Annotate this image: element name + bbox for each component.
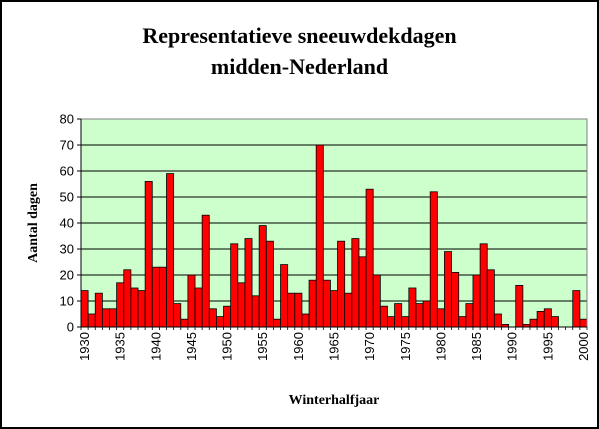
bar-1943 bbox=[173, 303, 182, 328]
bar-1982 bbox=[451, 271, 460, 328]
bar-1935 bbox=[116, 282, 125, 328]
x-tick-label: 1930 bbox=[77, 332, 92, 361]
x-tick-label: 1950 bbox=[220, 332, 235, 361]
y-tick-label: 20 bbox=[60, 268, 74, 283]
x-tick-label: 1970 bbox=[362, 332, 377, 361]
x-tick-label: 1955 bbox=[255, 332, 270, 361]
y-tick-label: 50 bbox=[60, 190, 74, 205]
bar-1950 bbox=[223, 305, 232, 328]
bar-1966 bbox=[337, 240, 346, 328]
bar-1940 bbox=[151, 266, 160, 328]
bar-1954 bbox=[251, 295, 260, 328]
bar-1953 bbox=[244, 238, 253, 328]
bar-1976 bbox=[408, 287, 417, 328]
bar-2000 bbox=[579, 318, 588, 328]
bar-1937 bbox=[130, 287, 139, 328]
chart-title-line-1: Representatieve sneeuwdekdagen bbox=[142, 23, 457, 48]
bar-1945 bbox=[187, 274, 196, 328]
bar-1973 bbox=[387, 316, 395, 328]
y-tick-label: 80 bbox=[60, 112, 74, 127]
bar-1947 bbox=[201, 214, 210, 328]
bar-1964 bbox=[322, 279, 331, 328]
bar-1955 bbox=[258, 225, 267, 328]
x-tick-label: 1990 bbox=[505, 332, 520, 361]
bar-1980 bbox=[436, 308, 445, 328]
chart-title-line-2: midden-Nederland bbox=[210, 54, 389, 79]
bar-1967 bbox=[344, 292, 353, 328]
x-tick-label: 1940 bbox=[148, 332, 163, 361]
bar-1968 bbox=[351, 238, 360, 328]
chart-title: Representatieve sneeuwdekdagen midden-Ne… bbox=[2, 20, 597, 82]
bar-1941 bbox=[158, 266, 167, 328]
y-tick-label: 60 bbox=[60, 164, 74, 179]
bar-1969 bbox=[358, 256, 367, 328]
bar-1963 bbox=[315, 144, 324, 328]
x-tick-label: 1965 bbox=[327, 332, 342, 361]
bar-1994 bbox=[536, 310, 545, 328]
bar-1932 bbox=[94, 292, 103, 328]
bar-1974 bbox=[394, 303, 403, 328]
x-tick-label: 1985 bbox=[469, 332, 484, 361]
bar-1951 bbox=[230, 243, 239, 328]
bar-1948 bbox=[208, 308, 217, 328]
y-tick-label: 0 bbox=[67, 320, 74, 335]
x-tick-label: 2000 bbox=[576, 332, 591, 361]
bar-1996 bbox=[550, 316, 559, 328]
y-tick-label: 40 bbox=[60, 216, 74, 231]
bar-1977 bbox=[415, 303, 424, 328]
bar-1987 bbox=[486, 269, 495, 328]
x-tick-label: 1935 bbox=[113, 332, 128, 361]
bar-1986 bbox=[479, 243, 488, 328]
bar-1985 bbox=[472, 274, 481, 328]
bar-1993 bbox=[529, 318, 538, 328]
bar-1956 bbox=[265, 240, 274, 328]
bar-1942 bbox=[166, 173, 175, 328]
x-tick-label: 1960 bbox=[291, 332, 306, 361]
x-tick-label: 1995 bbox=[540, 332, 555, 361]
bar-1939 bbox=[144, 180, 153, 328]
bar-1946 bbox=[194, 287, 203, 328]
bar-1999 bbox=[572, 290, 581, 328]
bar-1931 bbox=[87, 313, 96, 328]
bar-1933 bbox=[101, 308, 110, 328]
bar-1981 bbox=[444, 251, 452, 328]
bar-1970 bbox=[365, 188, 374, 328]
bar-1959 bbox=[287, 292, 296, 328]
bar-1983 bbox=[458, 316, 467, 328]
bar-1958 bbox=[280, 264, 289, 328]
x-axis-title: Winterhalfjaar bbox=[289, 393, 380, 408]
bar-1934 bbox=[109, 308, 118, 328]
x-tick-label: 1945 bbox=[184, 332, 199, 361]
bar-1965 bbox=[330, 290, 338, 328]
bar-1971 bbox=[372, 274, 381, 328]
bar-1957 bbox=[273, 318, 281, 328]
bar-1988 bbox=[493, 313, 502, 328]
bar-1975 bbox=[401, 316, 410, 328]
bar-1961 bbox=[301, 313, 310, 328]
bar-1979 bbox=[429, 191, 438, 328]
x-tick-label: 1980 bbox=[433, 332, 448, 361]
bar-1995 bbox=[543, 308, 552, 328]
bar-1938 bbox=[137, 290, 146, 328]
bar-1978 bbox=[422, 300, 431, 328]
y-tick-label: 10 bbox=[60, 294, 74, 309]
bar-1984 bbox=[465, 303, 474, 328]
bar-1960 bbox=[294, 292, 303, 328]
y-axis-title: Aantal dagen bbox=[26, 183, 41, 263]
bar-1962 bbox=[308, 279, 317, 328]
bar-1930 bbox=[80, 290, 89, 328]
bar-1936 bbox=[123, 269, 132, 328]
bar-1949 bbox=[216, 316, 224, 328]
bar-1944 bbox=[180, 318, 189, 328]
bar-1972 bbox=[379, 305, 388, 328]
y-tick-label: 70 bbox=[60, 138, 74, 153]
bar-1991 bbox=[515, 284, 524, 328]
x-tick-label: 1975 bbox=[398, 332, 413, 361]
bar-1952 bbox=[237, 282, 246, 328]
y-tick-label: 30 bbox=[60, 242, 74, 257]
